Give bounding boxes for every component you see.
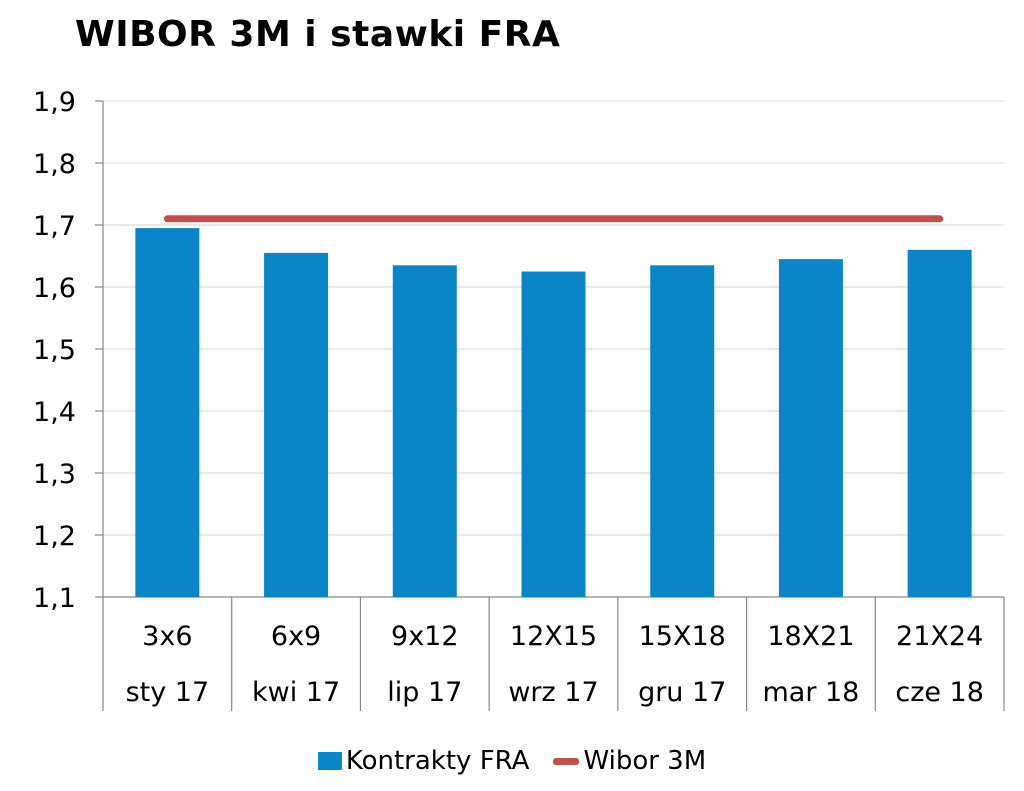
y-tick-label: 1,1: [33, 583, 76, 614]
y-tick-label: 1,7: [33, 211, 76, 242]
x-tick-label-tenor: 3x6: [142, 621, 192, 652]
legend-swatch-bar: [317, 752, 342, 770]
bar-kontrakty-fra: [778, 259, 843, 597]
x-tick-label-tenor: 15X18: [639, 621, 726, 652]
x-tick-label-date: wrz 17: [508, 677, 598, 708]
legend: Kontrakty FRA Wibor 3M: [0, 746, 1024, 776]
x-tick-label-date: cze 18: [895, 677, 984, 708]
x-tick-label-date: gru 17: [638, 677, 726, 708]
chart-title: WIBOR 3M i stawki FRA: [75, 14, 561, 55]
y-tick-label: 1,2: [33, 521, 76, 552]
y-tick-label: 1,4: [33, 397, 76, 428]
bar-kontrakty-fra: [907, 249, 972, 598]
y-tick-label: 1,8: [33, 149, 76, 180]
y-tick-label: 1,9: [33, 87, 76, 118]
legend-item-line: Wibor 3M: [553, 746, 706, 776]
bar-kontrakty-fra: [392, 265, 457, 597]
x-tick-label-tenor: 9x12: [391, 621, 459, 652]
x-tick-label-date: kwi 17: [252, 677, 340, 708]
y-tick-label: 1,5: [33, 335, 76, 366]
x-tick-label-tenor: 12X15: [510, 621, 597, 652]
x-tick-label-tenor: 6x9: [271, 621, 321, 652]
bar-kontrakty-fra: [264, 252, 329, 597]
x-tick-label-tenor: 21X24: [896, 621, 983, 652]
x-tick-label-date: sty 17: [126, 677, 210, 708]
legend-item-bars: Kontrakty FRA: [317, 746, 530, 776]
x-tick-label-date: mar 18: [762, 677, 859, 708]
y-tick-label: 1,3: [33, 459, 76, 490]
x-tick-label-tenor: 18X21: [767, 621, 854, 652]
x-tick-label-date: lip 17: [387, 677, 462, 708]
bar-kontrakty-fra: [135, 228, 200, 597]
legend-label-wibor: Wibor 3M: [583, 746, 707, 776]
y-tick-label: 1,6: [33, 273, 76, 304]
bar-kontrakty-fra: [650, 265, 715, 597]
legend-swatch-line: [553, 757, 580, 765]
legend-label-fra: Kontrakty FRA: [345, 746, 530, 776]
bar-kontrakty-fra: [521, 271, 586, 597]
